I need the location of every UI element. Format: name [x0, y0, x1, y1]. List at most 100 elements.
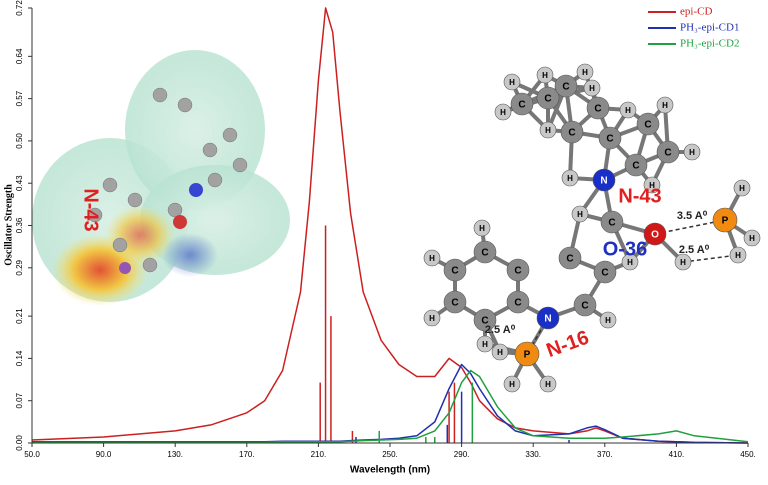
- y-tick-label: 0.72: [15, 0, 24, 16]
- atom: [539, 375, 557, 393]
- spectrum-line: [32, 369, 749, 444]
- x-axis-label: Wavelength (nm): [350, 465, 430, 476]
- spectrum-line: [31, 7, 749, 444]
- atom-label: H: [735, 251, 741, 260]
- atom-label: H: [500, 108, 506, 117]
- esp-surface: [32, 50, 290, 306]
- atom-label: C: [451, 298, 458, 309]
- atom: [554, 74, 578, 98]
- annotation: 3.5 A⁰: [677, 210, 708, 222]
- legend-label: epi-CD: [680, 6, 712, 18]
- atom-label: C: [544, 94, 551, 105]
- y-tick-label: 0.00: [15, 435, 24, 451]
- x-tick-label: 370.: [597, 450, 613, 459]
- atom: [473, 240, 497, 264]
- atom-label: C: [481, 316, 488, 327]
- atom-label: H: [605, 316, 611, 325]
- atom: [600, 210, 624, 234]
- x-tick-label: 130.: [167, 450, 183, 459]
- atom: [643, 222, 667, 246]
- atom: [656, 96, 674, 114]
- y-tick-label: 0.21: [15, 308, 24, 324]
- atom-label: H: [482, 340, 488, 349]
- atom-label: C: [601, 268, 608, 279]
- atom-label: H: [509, 380, 515, 389]
- atom: [683, 143, 701, 161]
- atom: [599, 311, 617, 329]
- y-tick-label: 0.43: [15, 175, 24, 191]
- atom: [536, 86, 560, 110]
- y-tick-label: 0.57: [15, 90, 24, 106]
- atom: [586, 96, 610, 120]
- legend-label: PH₃-epi-CD2: [680, 38, 739, 50]
- atom: [558, 246, 582, 270]
- atom: [583, 79, 601, 97]
- atom-label: C: [481, 248, 488, 259]
- atom: [619, 101, 637, 119]
- atom: [423, 249, 441, 267]
- atom-label: C: [451, 266, 458, 277]
- atom-label: C: [594, 104, 601, 115]
- annotation: N-43: [618, 185, 661, 207]
- atom: [598, 126, 622, 150]
- atom-label: H: [649, 181, 655, 190]
- atom-label: H: [542, 71, 548, 80]
- atom: [743, 229, 761, 247]
- atom: [443, 290, 467, 314]
- atom: [506, 290, 530, 314]
- x-tick-label: 90.0: [96, 450, 112, 459]
- plot: 50.0 90.0 130. 170. 210. 250. 290. 330. 370. 410.…: [15, 0, 756, 459]
- atom-label: C: [664, 148, 671, 159]
- atom-label: H: [627, 258, 633, 267]
- atom: [592, 168, 616, 192]
- atom: [536, 66, 554, 84]
- atom-label: N: [600, 176, 607, 187]
- atom: [560, 120, 584, 144]
- atom-label: P: [722, 216, 729, 227]
- atom-label: H: [589, 84, 595, 93]
- atom-label: C: [606, 134, 613, 145]
- atom-label: H: [625, 106, 631, 115]
- x-tick-label: 210.: [311, 450, 327, 459]
- atom: [624, 153, 648, 177]
- atom-label: C: [608, 218, 615, 229]
- atom: [473, 219, 491, 237]
- atom: [712, 207, 738, 233]
- atom: [503, 73, 521, 91]
- x-tick-label: 250.: [382, 450, 398, 459]
- x-tick-label: 50.0: [24, 450, 40, 459]
- annotation: 2.5 A⁰: [485, 324, 516, 336]
- atom-label: H: [545, 380, 551, 389]
- atom: [494, 103, 512, 121]
- atom-label: H: [429, 314, 435, 323]
- y-tick-label: 0.14: [15, 350, 24, 366]
- atom: [573, 293, 597, 317]
- atom-label: H: [497, 348, 503, 357]
- atom: [643, 176, 661, 194]
- atom-label: H: [509, 78, 515, 87]
- atom: [536, 306, 560, 330]
- atom: [503, 375, 521, 393]
- atom: [423, 309, 441, 327]
- atom: [476, 335, 494, 353]
- atom-label: H: [749, 234, 755, 243]
- atom-label: C: [514, 266, 521, 277]
- atom: [593, 260, 617, 284]
- y-tick-label: 0.64: [15, 48, 24, 64]
- y-tick-label: 0.29: [15, 259, 24, 275]
- atom: [576, 63, 594, 81]
- atom: [443, 258, 467, 282]
- atom: [539, 121, 557, 139]
- annotation: O-36: [603, 238, 647, 260]
- atom: [473, 308, 497, 332]
- atom: [561, 169, 579, 187]
- atom-label: H: [582, 68, 588, 77]
- atom-label: N: [544, 314, 551, 325]
- atom-label: C: [568, 128, 575, 139]
- atom: [514, 341, 540, 367]
- atom-label: H: [680, 258, 686, 267]
- atom: [729, 246, 747, 264]
